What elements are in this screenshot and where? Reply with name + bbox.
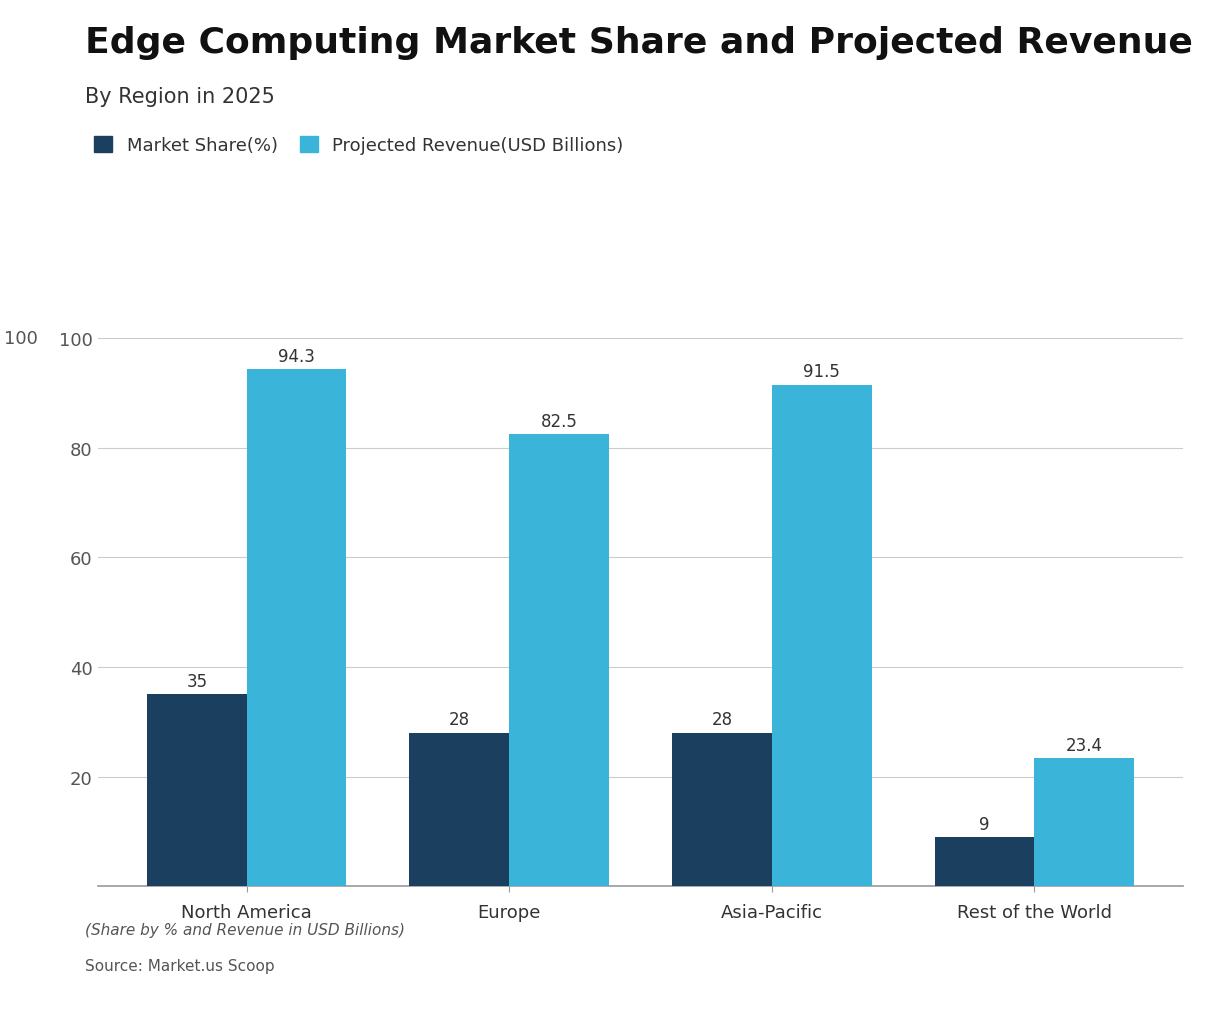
Bar: [772, 385, 871, 887]
Text: 23.4: 23.4: [1065, 736, 1103, 754]
Bar: [672, 733, 772, 887]
Legend: Market Share(%), Projected Revenue(USD Billions): Market Share(%), Projected Revenue(USD B…: [94, 137, 623, 155]
Bar: [410, 733, 509, 887]
Text: 28: 28: [449, 710, 470, 729]
Text: 82.5: 82.5: [540, 412, 577, 430]
Bar: [1035, 758, 1135, 887]
Text: 94.3: 94.3: [278, 347, 315, 366]
Bar: [146, 695, 246, 887]
Text: (Share by % and Revenue in USD Billions): (Share by % and Revenue in USD Billions): [85, 922, 405, 937]
Text: 9: 9: [980, 815, 989, 833]
Text: 91.5: 91.5: [803, 363, 841, 381]
Text: 28: 28: [711, 710, 732, 729]
Text: By Region in 2025: By Region in 2025: [85, 87, 276, 107]
Text: Source: Market.us Scoop: Source: Market.us Scoop: [85, 958, 274, 973]
Text: Edge Computing Market Share and Projected Revenue: Edge Computing Market Share and Projecte…: [85, 25, 1193, 59]
Bar: [935, 838, 1035, 887]
Bar: [509, 434, 609, 887]
Bar: [246, 370, 346, 887]
Text: 35: 35: [187, 673, 207, 690]
Text: 100: 100: [4, 329, 38, 347]
